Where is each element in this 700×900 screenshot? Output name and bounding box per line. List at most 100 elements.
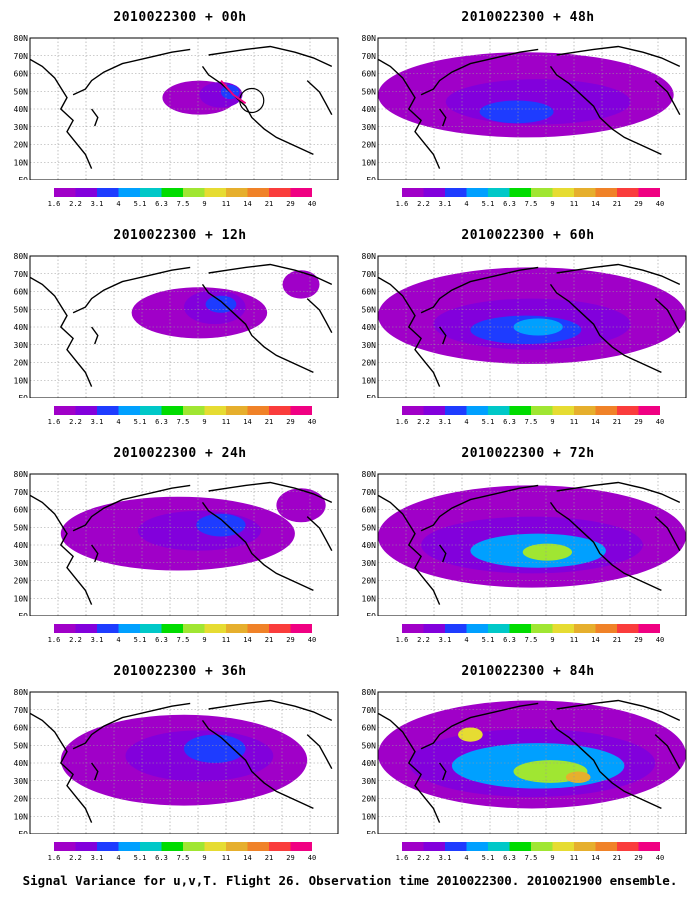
colorbar-label: 21 — [265, 636, 273, 644]
colorbar-label: 40 — [308, 200, 316, 208]
colorbar-swatch — [531, 624, 553, 633]
coastlines — [30, 263, 333, 387]
panel-title: 2010022300 + 00h — [113, 10, 247, 25]
colorbar-label: 1.6 — [48, 854, 61, 862]
field-shading — [378, 267, 686, 364]
colorbar-swatch — [97, 624, 119, 633]
coastlines — [378, 699, 681, 823]
colorbar-label: 7.5 — [525, 200, 538, 208]
colorbar-label: 9 — [202, 200, 206, 208]
lat-tick-label: 80N — [362, 252, 377, 261]
lat-tick-label: 20N — [14, 359, 29, 368]
colorbar-label: 2.2 — [69, 854, 82, 862]
lat-tick-label: 40N — [362, 759, 377, 768]
variance-contour — [276, 488, 326, 523]
colorbar-label: 14 — [243, 418, 251, 426]
panel-36h: 2010022300 + 36h 80N 70N 60N 50N 40N 30N 20N 10… — [10, 654, 350, 869]
lat-tick-label: 30N — [14, 777, 29, 786]
lat-tick-label: 30N — [362, 123, 377, 132]
colorbar-label: 3.1 — [91, 636, 104, 644]
colorbar-swatch — [290, 188, 312, 197]
lat-tick-label: 30N — [362, 341, 377, 350]
colorbar-swatch — [204, 188, 226, 197]
colorbar-label: 6.3 — [155, 200, 168, 208]
colorbar-label: 3.1 — [439, 636, 452, 644]
colorbar-label: 2.2 — [69, 200, 82, 208]
colorbar-label: 7.5 — [177, 854, 190, 862]
colorbar-label: 11 — [222, 854, 230, 862]
colorbar: 1.6 2.2 3.1 4 5.1 6.3 7.5 9 11 14 21 29 40 — [396, 406, 664, 426]
lat-tick-label: 80N — [14, 470, 29, 479]
colorbar-swatch — [509, 406, 531, 415]
panel-24h: 2010022300 + 24h 80N 70N 60N 50N 40N 30N 20N 10… — [10, 436, 350, 651]
colorbar-swatch — [140, 624, 162, 633]
colorbar-swatch — [595, 188, 617, 197]
lat-tick-label: 60N — [14, 724, 29, 733]
colorbar-swatch — [466, 188, 488, 197]
colorbar-swatch — [226, 406, 248, 415]
lat-tick-label: 50N — [362, 523, 377, 532]
colorbar-label: 5.1 — [482, 854, 495, 862]
colorbar-label: 3.1 — [91, 418, 104, 426]
colorbar-label: 11 — [570, 200, 578, 208]
lat-tick-label: 60N — [14, 506, 29, 515]
colorbar-swatch — [204, 624, 226, 633]
lat-tick-label: 50N — [14, 305, 29, 314]
colorbar-swatch — [617, 842, 639, 851]
field-shading — [378, 485, 686, 588]
colorbar-label: 9 — [202, 636, 206, 644]
gridlines — [30, 692, 338, 834]
colorbar-swatch — [488, 842, 510, 851]
colorbar-label: 9 — [202, 418, 206, 426]
colorbar-swatch — [204, 406, 226, 415]
colorbar-swatch — [423, 406, 445, 415]
colorbar-label: 4 — [464, 636, 468, 644]
map-84h: 80N70N60N50N40N30N20N10NEQ80E100E120E140… — [362, 688, 687, 834]
colorbar-label: 2.2 — [417, 200, 430, 208]
colorbar-swatch — [290, 406, 312, 415]
lat-tick-label: 60N — [362, 724, 377, 733]
variance-contour — [565, 771, 591, 783]
colorbar-label: 6.3 — [503, 636, 516, 644]
colorbar-label: 21 — [265, 418, 273, 426]
colorbar-label: 6.3 — [503, 418, 516, 426]
colorbar-label: 29 — [286, 854, 294, 862]
map-36h: 80N70N60N50N40N30N20N10NEQ80E100E120E140… — [14, 688, 339, 834]
colorbar-swatch — [140, 406, 162, 415]
gridlines — [30, 474, 338, 616]
lat-tick-label: 10N — [14, 376, 29, 385]
variance-contour — [479, 100, 554, 124]
colorbar-label: 14 — [591, 636, 599, 644]
colorbar-swatch — [595, 624, 617, 633]
colorbar-swatch — [247, 842, 269, 851]
colorbar-label: 5.1 — [482, 200, 495, 208]
variance-contour — [184, 734, 246, 763]
colorbar-swatch — [290, 624, 312, 633]
colorbar-swatch — [226, 624, 248, 633]
colorbar: 1.6 2.2 3.1 4 5.1 6.3 7.5 9 11 14 21 29 40 — [396, 188, 664, 208]
colorbar-swatch — [183, 842, 205, 851]
colorbar-swatch — [509, 188, 531, 197]
flight-track — [220, 79, 247, 105]
colorbar-label: 3.1 — [91, 200, 104, 208]
colorbar-label: 11 — [222, 636, 230, 644]
colorbar: 1.6 2.2 3.1 4 5.1 6.3 7.5 9 11 14 21 29 40 — [396, 842, 664, 862]
colorbar-swatch — [552, 406, 574, 415]
colorbar-swatch — [617, 624, 639, 633]
colorbar-swatch — [509, 624, 531, 633]
coastlines — [378, 263, 681, 387]
colorbar: 1.6 2.2 3.1 4 5.1 6.3 7.5 9 11 14 21 29 40 — [48, 406, 316, 426]
colorbar-label: 5.1 — [134, 636, 147, 644]
colorbar-label: 11 — [222, 418, 230, 426]
lat-tick-label: 80N — [362, 470, 377, 479]
colorbar-label: 29 — [634, 854, 642, 862]
colorbar-label: 29 — [634, 418, 642, 426]
lat-tick-label: EQ — [18, 612, 28, 616]
lat-tick-label: 40N — [14, 759, 29, 768]
lat-tick-label: EQ — [366, 176, 376, 180]
colorbar-swatch — [183, 188, 205, 197]
colorbar-swatch — [269, 406, 291, 415]
colorbar-swatch — [118, 842, 140, 851]
panel-title: 2010022300 + 36h — [113, 664, 247, 679]
lat-tick-label: 30N — [362, 777, 377, 786]
